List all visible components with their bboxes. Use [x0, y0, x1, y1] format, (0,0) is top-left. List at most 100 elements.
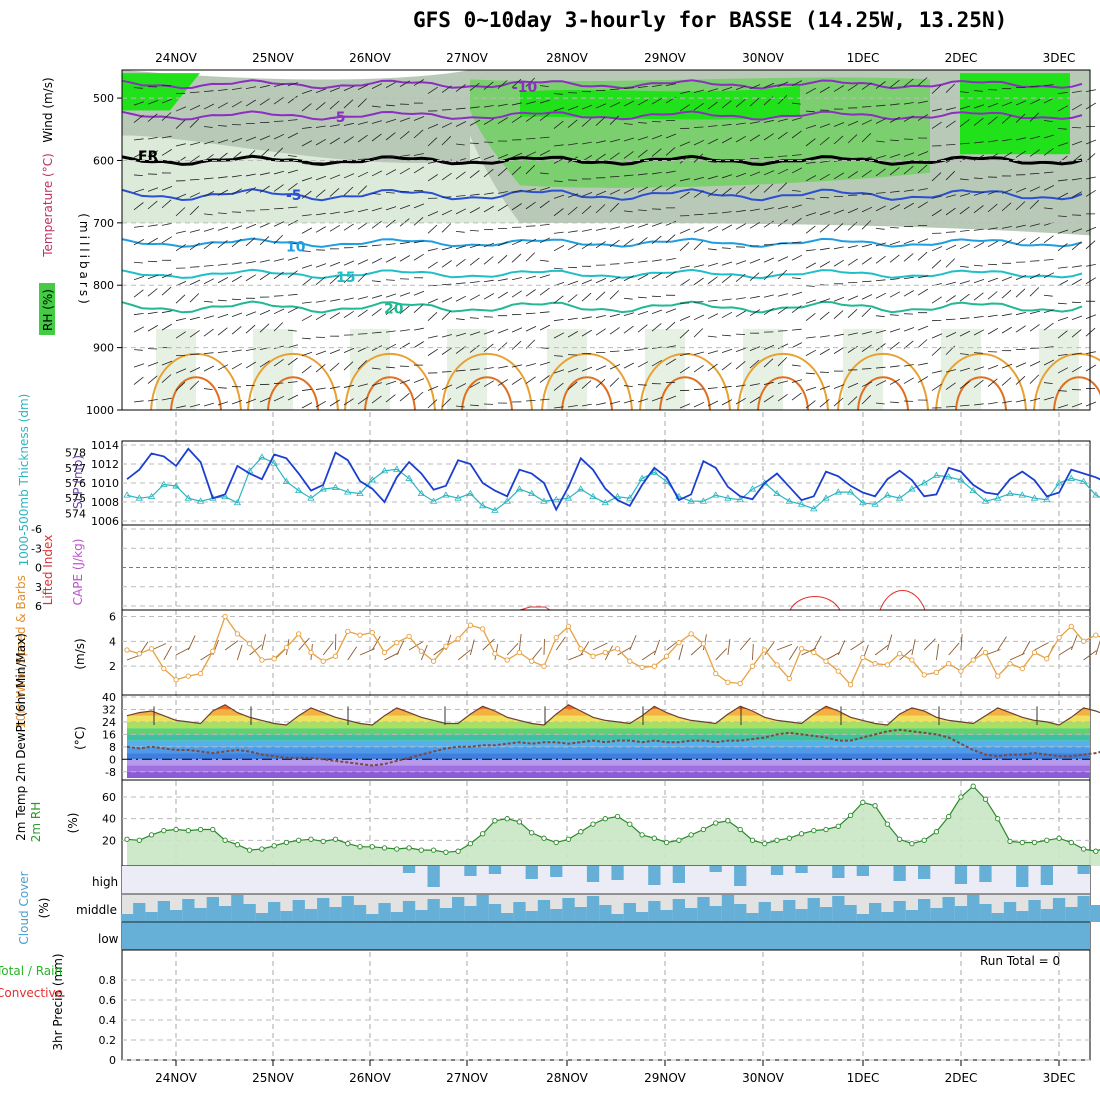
wind-barb [133, 363, 145, 368]
wind-barb [1057, 128, 1067, 130]
wind-barb [735, 135, 747, 143]
cloud-low-label: low [98, 932, 119, 946]
wind-barb [749, 97, 760, 107]
wind-barb [441, 297, 453, 303]
wind-barb [595, 365, 607, 371]
wind-barb [623, 151, 634, 159]
wind-barb [413, 304, 424, 313]
wind-barb [973, 264, 983, 267]
wind-barb [469, 331, 481, 336]
warm-contour [441, 352, 533, 411]
cloud-middle-bar [1016, 911, 1029, 922]
wind-barb [203, 328, 214, 337]
wind-barb [343, 347, 355, 353]
wind-barb [931, 108, 942, 112]
wind-barb [189, 242, 200, 251]
cloud-middle-bar [427, 899, 440, 922]
wind-barb [861, 193, 872, 195]
li-bump [879, 590, 926, 611]
wind10m-point [504, 657, 510, 663]
wind-barb [987, 203, 998, 213]
rh-point [430, 847, 437, 853]
wind-barb [1029, 374, 1040, 384]
wind-barb [567, 206, 578, 216]
wind-barb [959, 91, 969, 93]
thickness-point [282, 477, 291, 484]
rh-point [786, 835, 792, 841]
wind-barb [595, 116, 606, 126]
warm-contour-inner [267, 376, 319, 411]
wind-barb [245, 361, 257, 369]
temp-units: (°C) [73, 726, 87, 750]
wind-barb [371, 367, 381, 370]
wind-barb [161, 112, 172, 121]
wind-barb [1001, 239, 1013, 247]
wind-barb [301, 277, 312, 287]
wind-barb [133, 87, 143, 89]
cloud-middle-bar [145, 912, 158, 922]
wind-barb [1071, 191, 1083, 198]
wind-barb [1071, 178, 1082, 181]
wind-barb [931, 383, 942, 391]
wind-barb [217, 314, 229, 319]
wind-barb [819, 247, 830, 251]
wind-barb [315, 350, 327, 355]
wind-barb [1085, 226, 1097, 232]
rh-column [843, 328, 883, 410]
precip-panel: 0.80.60.40.20 [99, 949, 1091, 1067]
wind-barb [399, 80, 411, 87]
wind10m-point [958, 668, 964, 674]
wind-barb [399, 117, 411, 122]
wind-barb [735, 360, 746, 370]
wind-barb [959, 404, 970, 407]
wind-barb [147, 137, 158, 140]
wind-barb [791, 342, 803, 348]
rh-point [136, 837, 142, 843]
wind-barb [231, 349, 242, 353]
wind-barb [511, 152, 523, 158]
wind-barb [665, 308, 677, 314]
wind-barb [721, 298, 732, 301]
wind-barb [189, 91, 200, 93]
wind-barb [385, 118, 397, 123]
wind-barb [245, 237, 256, 247]
rh-point [835, 823, 841, 829]
wind-barb [875, 168, 886, 177]
wind-barb [525, 400, 536, 402]
wind-barb [819, 298, 831, 303]
wind10m-barb [531, 647, 543, 661]
wind-barb [539, 398, 550, 401]
wind-barb [763, 344, 775, 350]
wind10m-barb [752, 643, 754, 660]
wind-barb [665, 133, 677, 139]
wind-barb [413, 378, 425, 383]
precip-tick-label: 0 [109, 1054, 116, 1067]
wind-barb [133, 138, 144, 141]
wind-barb [511, 78, 522, 88]
wind-barb [525, 201, 536, 210]
wind-barb [987, 291, 998, 300]
wind-barb [161, 397, 172, 401]
wind-barb [1071, 154, 1082, 163]
wind-barb [721, 334, 731, 337]
wind-barb [553, 332, 565, 339]
wind-barb [819, 136, 830, 146]
wind-barb [217, 240, 228, 249]
wind-barb [1029, 324, 1040, 332]
cloud-middle-bar [758, 902, 771, 922]
cloud-middle-bar [439, 908, 452, 922]
wind-barb [231, 262, 242, 265]
wind10m-point [614, 646, 621, 652]
wind-barb [917, 376, 929, 383]
wind-barb [651, 148, 662, 157]
wind-barb [175, 381, 186, 391]
wind-barb [735, 186, 746, 195]
wind-barb [455, 143, 465, 146]
cloud-middle-bar [856, 914, 869, 922]
wind-barb [609, 102, 621, 108]
wind-barb [329, 100, 340, 110]
warm-contour [837, 352, 929, 411]
wind-barb [959, 353, 969, 355]
wind-barb [595, 190, 607, 196]
wind-barb [637, 296, 647, 299]
